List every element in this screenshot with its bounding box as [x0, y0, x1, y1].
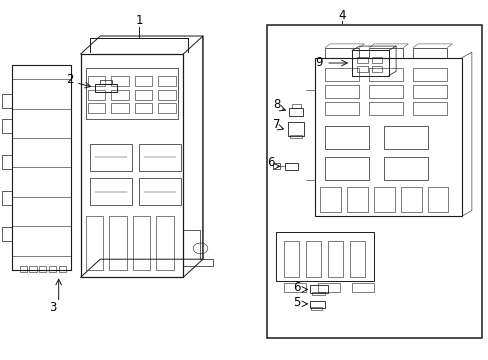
- Bar: [356, 57, 367, 63]
- Bar: [95, 84, 117, 92]
- Bar: [59, 266, 66, 272]
- Bar: [412, 85, 447, 98]
- Bar: [132, 216, 150, 270]
- Bar: [320, 187, 340, 212]
- Text: 6: 6: [266, 156, 274, 169]
- Text: 2: 2: [65, 73, 73, 86]
- Bar: [266, 25, 481, 338]
- Bar: [371, 66, 382, 72]
- Text: 3: 3: [49, 301, 57, 314]
- Bar: [287, 122, 304, 136]
- Bar: [349, 241, 365, 277]
- Bar: [158, 76, 175, 86]
- Bar: [309, 285, 327, 293]
- Bar: [272, 163, 279, 169]
- Bar: [49, 266, 56, 272]
- Text: 8: 8: [272, 98, 280, 111]
- Bar: [383, 126, 427, 149]
- Bar: [111, 90, 128, 100]
- Bar: [81, 54, 183, 277]
- Bar: [373, 187, 394, 212]
- Bar: [88, 76, 105, 86]
- Text: 4: 4: [338, 9, 346, 22]
- Bar: [305, 241, 321, 277]
- Bar: [90, 144, 132, 171]
- Bar: [346, 187, 367, 212]
- Bar: [325, 48, 359, 58]
- Bar: [427, 187, 447, 212]
- Bar: [400, 187, 421, 212]
- Bar: [325, 102, 359, 115]
- Bar: [368, 85, 403, 98]
- Bar: [139, 178, 181, 205]
- Bar: [325, 157, 368, 180]
- Bar: [412, 102, 447, 115]
- Bar: [111, 103, 128, 113]
- Bar: [325, 126, 368, 149]
- Bar: [85, 216, 103, 270]
- Bar: [283, 241, 299, 277]
- Bar: [368, 48, 403, 58]
- Text: 7: 7: [272, 118, 280, 131]
- Bar: [283, 283, 305, 292]
- Bar: [111, 76, 128, 86]
- Bar: [88, 103, 105, 113]
- Bar: [412, 48, 447, 58]
- Bar: [371, 57, 382, 63]
- Bar: [90, 178, 132, 205]
- Bar: [135, 76, 152, 86]
- Bar: [351, 50, 388, 76]
- Bar: [327, 241, 343, 277]
- Bar: [311, 307, 322, 310]
- Bar: [412, 68, 447, 81]
- Bar: [315, 58, 461, 216]
- Bar: [356, 66, 367, 72]
- Bar: [29, 266, 37, 272]
- Bar: [158, 90, 175, 100]
- Bar: [139, 144, 181, 171]
- Bar: [383, 157, 427, 180]
- Bar: [351, 283, 373, 292]
- Text: 6: 6: [293, 281, 301, 294]
- Bar: [289, 135, 301, 138]
- Bar: [325, 68, 359, 81]
- Bar: [20, 266, 27, 272]
- Bar: [85, 68, 178, 119]
- Text: 5: 5: [293, 296, 301, 309]
- Bar: [39, 266, 46, 272]
- Bar: [325, 85, 359, 98]
- Bar: [368, 68, 403, 81]
- Bar: [135, 90, 152, 100]
- Bar: [284, 163, 298, 170]
- Bar: [368, 102, 403, 115]
- Bar: [311, 292, 324, 295]
- Bar: [88, 90, 105, 100]
- Bar: [100, 80, 112, 84]
- Bar: [156, 216, 173, 270]
- Bar: [291, 104, 300, 108]
- Bar: [135, 103, 152, 113]
- Bar: [158, 103, 175, 113]
- Bar: [276, 232, 373, 281]
- Bar: [309, 301, 325, 308]
- Bar: [289, 108, 303, 116]
- Text: 9: 9: [314, 57, 322, 69]
- Bar: [317, 283, 339, 292]
- Text: 1: 1: [135, 14, 143, 27]
- Bar: [109, 216, 126, 270]
